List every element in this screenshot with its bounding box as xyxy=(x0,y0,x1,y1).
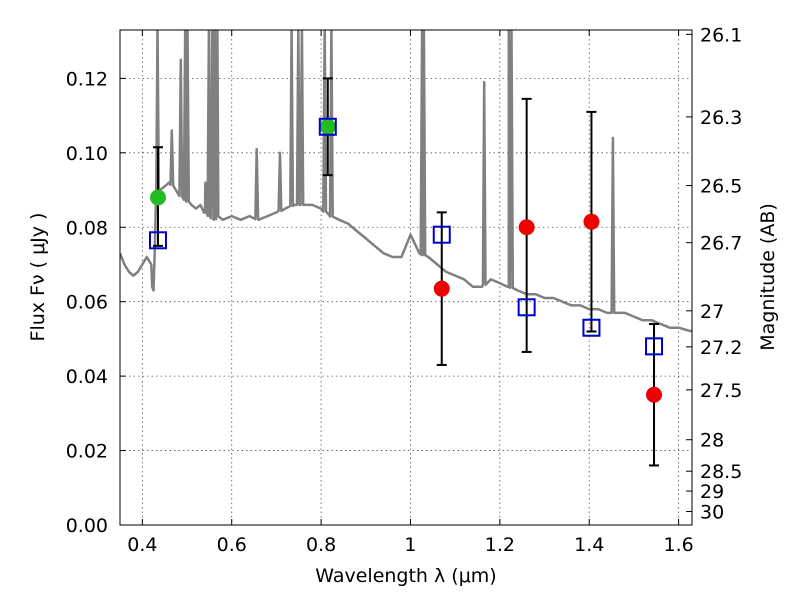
y2-tick-label: 26.1 xyxy=(700,24,742,46)
axis-ticks xyxy=(120,30,692,526)
x-tick-label: 0.4 xyxy=(127,534,157,556)
y2-tick-label: 27.5 xyxy=(700,380,742,402)
x-tick-label: 1.4 xyxy=(574,534,604,556)
y2-tick-label: 30 xyxy=(700,501,724,523)
green-data-point xyxy=(319,118,336,135)
y2-tick-label: 26.3 xyxy=(700,107,742,129)
plot-frame xyxy=(119,29,693,526)
y2-tick-label: 27 xyxy=(700,301,724,323)
model-photometry-square xyxy=(517,298,536,317)
spectrum-line xyxy=(120,30,692,333)
x-tick-label: 1.2 xyxy=(485,534,515,556)
red-data-point xyxy=(433,280,450,297)
y-axis-title: Flux Fν ( μJy ) xyxy=(27,213,49,342)
red-data-point xyxy=(583,213,600,230)
tick-labels: 0.4 0.6 0.8 1 1.2 1.4 1.6 0.00 0.02 0.04 0.06 0.08 0… xyxy=(66,24,743,556)
y2-tick-label: 29 xyxy=(700,481,724,503)
y-tick-label: 0.02 xyxy=(66,441,108,463)
green-data-point xyxy=(149,189,166,206)
x-axis-title: Wavelength λ (μm) xyxy=(315,565,496,587)
y2-axis-title: Magnitude (AB) xyxy=(757,203,779,351)
model-photometry-square xyxy=(645,337,664,356)
x-tick-label: 0.8 xyxy=(306,534,336,556)
model-spectrum xyxy=(120,30,692,333)
y2-tick-label: 27.2 xyxy=(700,337,742,359)
y2-tick-label: 26.5 xyxy=(700,176,742,198)
red-data-point xyxy=(518,219,535,236)
y-tick-label: 0.04 xyxy=(66,366,108,388)
y2-tick-label: 28 xyxy=(700,430,724,452)
model-photometry-square xyxy=(318,117,337,136)
x-tick-label: 1.6 xyxy=(663,534,693,556)
y-tick-label: 0.10 xyxy=(66,143,108,165)
x-tick-label: 1 xyxy=(404,534,416,556)
y2-tick-label: 28.5 xyxy=(700,461,742,483)
y-tick-label: 0.06 xyxy=(66,292,108,314)
y-tick-label: 0.00 xyxy=(66,515,108,537)
model-photometry-square xyxy=(432,225,451,244)
red-data-point xyxy=(646,386,663,403)
x-tick-label: 0.6 xyxy=(217,534,247,556)
model-photometry-square xyxy=(148,231,167,250)
model-photometry-square xyxy=(582,318,601,337)
data-markers xyxy=(148,117,664,403)
y-tick-label: 0.08 xyxy=(66,217,108,239)
y-tick-label: 0.12 xyxy=(66,68,108,90)
y2-tick-label: 26.7 xyxy=(700,233,742,255)
